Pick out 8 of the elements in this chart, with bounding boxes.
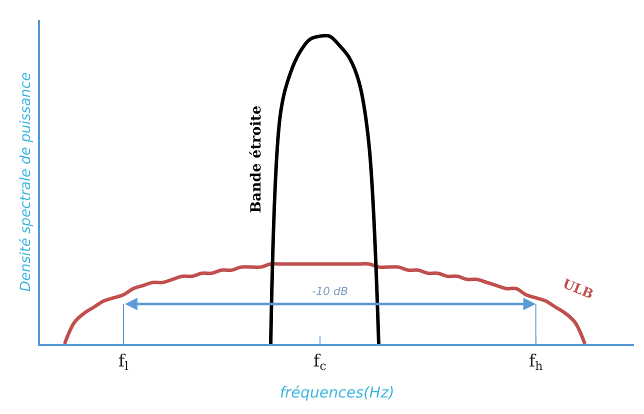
- text: ULB: [560, 276, 596, 303]
- x-axis-title: fréquences(Hz): [280, 383, 394, 402]
- annotation: -10 dB: [312, 285, 348, 298]
- x-tick-label: f$_{h}$: [528, 351, 544, 373]
- x-tick-label: f$_{l}$: [118, 351, 129, 373]
- y-axis-title: Densité spectrale de puissance: [18, 72, 34, 292]
- x-tick-label: f$_{c}$: [313, 351, 327, 373]
- text: Bande étroite: [248, 106, 264, 214]
